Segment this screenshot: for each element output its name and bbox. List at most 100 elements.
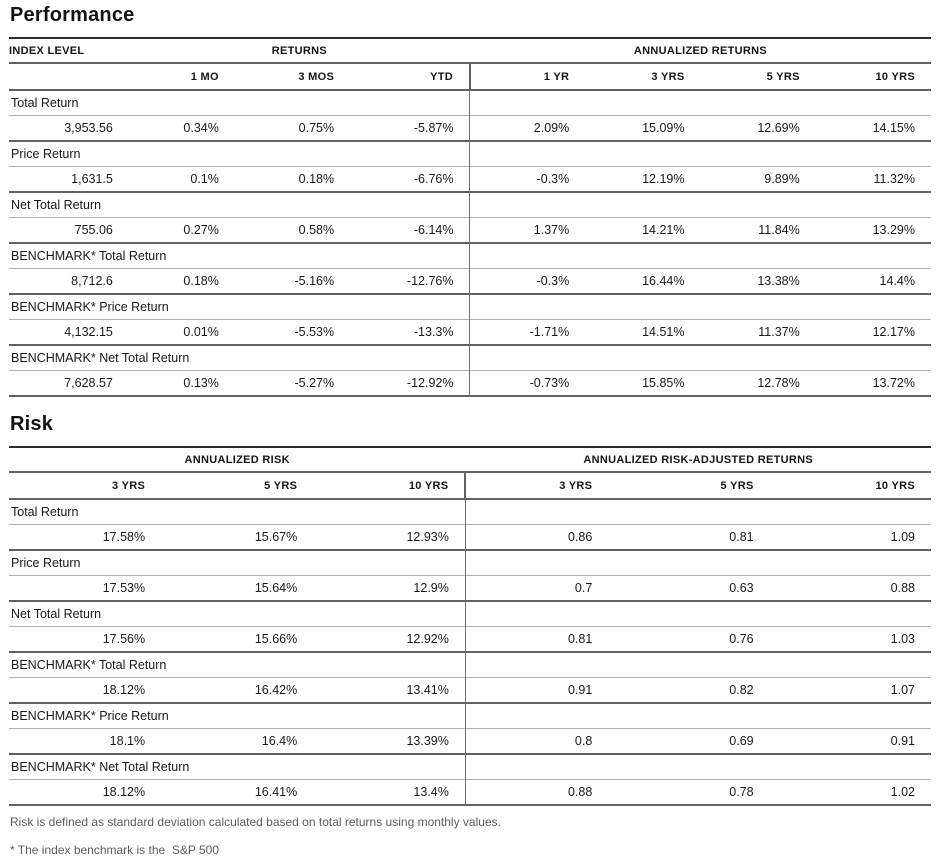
col-header-5yrs: 5 YRS — [264, 480, 298, 492]
value-cell: -12.92% — [406, 376, 454, 390]
returns-group-header: RETURNS — [271, 45, 328, 57]
value-cell: 11.84% — [758, 223, 800, 237]
table-row: BENCHMARK* Net Total Return — [9, 754, 931, 780]
value-cell: 0.86 — [464, 524, 609, 550]
value-cell: -12.76% — [406, 274, 454, 288]
value-cell: 13.38% — [757, 274, 800, 288]
value-cell: 13.41% — [406, 683, 449, 697]
row-label-spacer — [469, 345, 931, 371]
value-cell: 15.66% — [254, 632, 298, 646]
row-label-spacer — [464, 703, 931, 729]
value-cell: -1.71% — [469, 319, 586, 345]
table-row: 17.56% 15.66% 12.92% 0.81 0.76 1.03 — [9, 626, 931, 652]
risk-adjusted-group-header: ANNUALIZED RISK-ADJUSTED RETURNS — [583, 454, 813, 466]
value-cell: 12.92% — [406, 632, 449, 646]
table-row: Net Total Return — [9, 192, 931, 218]
row-label: Net Total Return — [11, 198, 102, 212]
empty-header-cell — [9, 63, 129, 90]
annualized-risk-group-header: ANNUALIZED RISK — [184, 454, 290, 466]
value-cell: 0.91 — [890, 734, 915, 748]
row-label-spacer — [464, 754, 931, 780]
value-cell: 13.29% — [872, 223, 915, 237]
table-row: 3,953.56 0.34% 0.75% -5.87% 2.09% 15.09%… — [9, 115, 931, 141]
table-row: 18.12% 16.42% 13.41% 0.91 0.82 1.07 — [9, 677, 931, 703]
table-row: 4,132.15 0.01% -5.53% -13.3% -1.71% 14.5… — [9, 319, 931, 345]
value-cell: 0.8 — [464, 728, 609, 754]
value-cell: 15.64% — [254, 581, 298, 595]
value-cell: -6.76% — [413, 172, 454, 186]
value-cell: 1,631.5 — [71, 172, 113, 186]
col-header-10yrs: 10 YRS — [875, 71, 915, 83]
row-label-spacer — [464, 652, 931, 678]
value-cell: 0.91 — [464, 677, 609, 703]
value-cell: -0.3% — [469, 166, 586, 192]
row-label: BENCHMARK* Price Return — [11, 300, 169, 314]
table-row: Price Return — [9, 550, 931, 576]
table-row: BENCHMARK* Price Return — [9, 703, 931, 729]
value-cell: 0.82 — [729, 683, 754, 697]
value-cell: 1.09 — [890, 530, 915, 544]
value-cell: 14.21% — [642, 223, 685, 237]
value-cell: 0.58% — [298, 223, 335, 237]
value-cell: 2.09% — [469, 115, 586, 141]
performance-table: INDEX LEVEL RETURNS ANNUALIZED RETURNS 1… — [9, 37, 931, 397]
value-cell: 18.12% — [102, 785, 146, 799]
table-row: 18.1% 16.4% 13.39% 0.8 0.69 0.91 — [9, 728, 931, 754]
risk-table: ANNUALIZED RISK ANNUALIZED RISK-ADJUSTED… — [9, 446, 931, 806]
col-header-5yrs-adjusted: 5 YRS — [720, 480, 754, 492]
table-row: 1,631.5 0.1% 0.18% -6.76% -0.3% 12.19% 9… — [9, 166, 931, 192]
row-label-spacer — [469, 243, 931, 269]
value-cell: 12.19% — [642, 172, 685, 186]
value-cell: 7,628.57 — [64, 376, 113, 390]
value-cell: 1.07 — [890, 683, 915, 697]
row-label: BENCHMARK* Total Return — [11, 249, 167, 263]
value-cell: 14.4% — [879, 274, 915, 288]
table-row: BENCHMARK* Total Return — [9, 243, 931, 269]
value-cell: 0.76 — [729, 632, 754, 646]
value-cell: -6.14% — [413, 223, 454, 237]
table-row: Total Return — [9, 499, 931, 525]
row-label-spacer — [469, 90, 931, 116]
value-cell: 0.81 — [729, 530, 754, 544]
row-label-spacer — [469, 294, 931, 320]
performance-group-header-row: INDEX LEVEL RETURNS ANNUALIZED RETURNS — [9, 38, 931, 63]
value-cell: 11.32% — [873, 172, 915, 186]
value-cell: 12.78% — [757, 376, 800, 390]
col-header-1mo: 1 MO — [190, 71, 219, 83]
value-cell: 4,132.15 — [64, 325, 113, 339]
row-label: Total Return — [11, 96, 79, 110]
value-cell: 0.88 — [464, 779, 609, 805]
col-header-5yrs: 5 YRS — [766, 71, 800, 83]
value-cell: 14.51% — [642, 325, 685, 339]
col-header-10yrs: 10 YRS — [408, 480, 449, 492]
value-cell: 0.27% — [183, 223, 219, 237]
value-cell: 16.44% — [642, 274, 685, 288]
col-header-3yrs-adjusted: 3 YRS — [464, 472, 609, 499]
value-cell: 14.15% — [872, 121, 915, 135]
row-label-spacer — [464, 601, 931, 627]
benchmark-footnote: * The index benchmark is the S&P 500 — [10, 843, 220, 857]
row-label: BENCHMARK* Net Total Return — [11, 351, 190, 365]
value-cell: -5.27% — [294, 376, 335, 390]
value-cell: 12.69% — [757, 121, 800, 135]
col-header-3yrs: 3 YRS — [112, 480, 146, 492]
table-row: 8,712.6 0.18% -5.16% -12.76% -0.3% 16.44… — [9, 268, 931, 294]
value-cell: 1.37% — [469, 217, 586, 243]
value-cell: -0.3% — [469, 268, 586, 294]
value-cell: 0.7 — [464, 575, 609, 601]
value-cell: 0.81 — [464, 626, 609, 652]
risk-definition-footnote: Risk is defined as standard deviation ca… — [10, 815, 501, 829]
col-header-10yrs-adjusted: 10 YRS — [875, 480, 915, 492]
value-cell: 15.09% — [642, 121, 685, 135]
performance-section-title: Performance — [10, 4, 135, 26]
table-row: Price Return — [9, 141, 931, 167]
row-label: BENCHMARK* Net Total Return — [11, 760, 190, 774]
table-row: BENCHMARK* Net Total Return — [9, 345, 931, 371]
value-cell: 8,712.6 — [71, 274, 113, 288]
value-cell: 755.06 — [74, 223, 113, 237]
table-row: 17.53% 15.64% 12.9% 0.7 0.63 0.88 — [9, 575, 931, 601]
annualized-returns-group-header: ANNUALIZED RETURNS — [633, 45, 768, 57]
row-label-spacer — [469, 192, 931, 218]
value-cell: -5.87% — [413, 121, 454, 135]
value-cell: 1.02 — [890, 785, 915, 799]
